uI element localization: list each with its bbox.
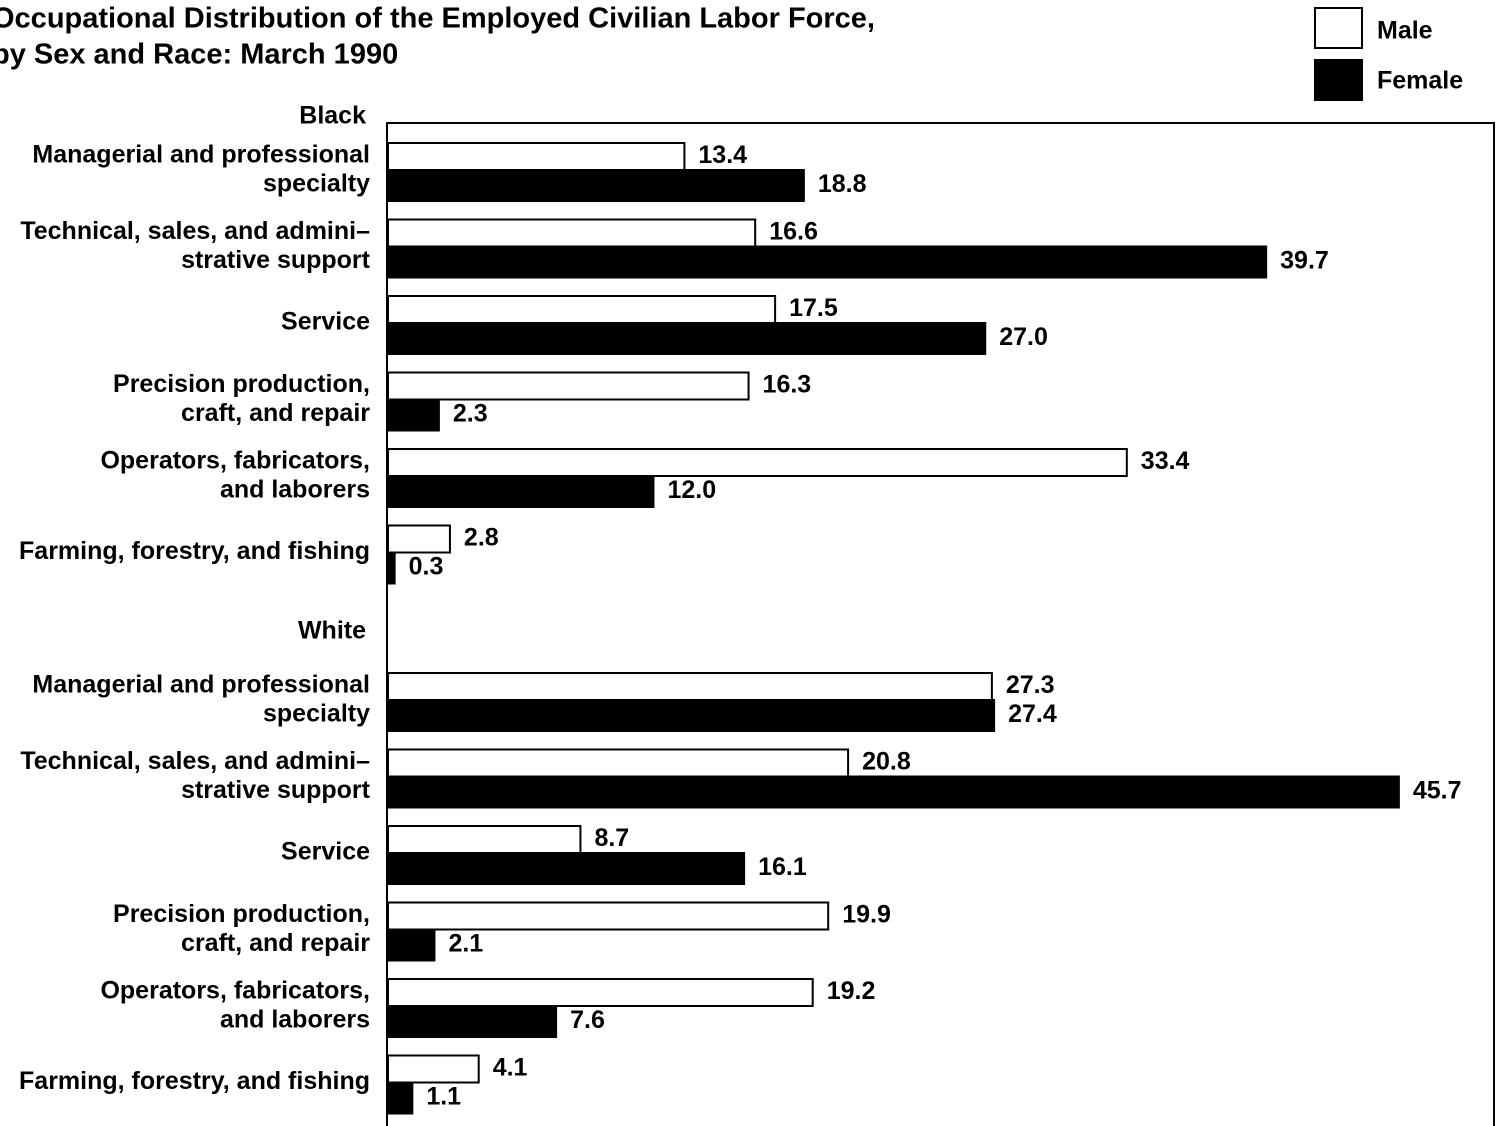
category-label: Service [281, 308, 370, 336]
bar [387, 1054, 480, 1084]
category-label: Precision production, [113, 900, 370, 928]
value-label: 13.4 [698, 141, 747, 169]
category-label: Farming, forestry, and fishing [19, 537, 370, 565]
bar [387, 475, 655, 508]
bar [387, 825, 582, 854]
bar [387, 169, 805, 202]
category-label: craft, and repair [181, 399, 370, 427]
value-label: 17.5 [789, 294, 838, 322]
value-label: 12.0 [667, 476, 716, 504]
category-label: Operators, fabricators, [100, 977, 370, 1005]
category-label: and laborers [220, 1006, 370, 1034]
bar [387, 672, 993, 701]
value-label: 4.1 [493, 1054, 528, 1082]
bar [387, 295, 777, 324]
category-label: Service [281, 838, 370, 866]
category-label: and laborers [220, 476, 370, 504]
category-label: specialty [263, 700, 370, 728]
bar [387, 448, 1128, 477]
category-label: Farming, forestry, and fishing [19, 1067, 370, 1095]
value-label: 27.0 [999, 323, 1048, 351]
value-label: 19.2 [827, 977, 876, 1005]
bar [387, 371, 750, 401]
category-label: strative support [181, 776, 371, 804]
legend-swatch [1314, 7, 1363, 49]
bar [387, 928, 436, 962]
bar [387, 978, 814, 1007]
bar [387, 1005, 558, 1038]
bar [387, 142, 686, 171]
bar [387, 775, 1400, 809]
category-label: craft, and repair [181, 929, 370, 957]
category-label: Technical, sales, and admini– [20, 217, 370, 245]
value-label: 2.1 [448, 930, 483, 958]
value-label: 7.6 [570, 1006, 605, 1034]
bar [387, 852, 746, 885]
bar [387, 218, 757, 248]
value-label: 27.4 [1008, 700, 1057, 728]
category-label: Operators, fabricators, [100, 447, 370, 475]
value-label: 39.7 [1280, 247, 1329, 275]
category-label: Managerial and professional [32, 141, 370, 169]
bar [387, 901, 830, 931]
category-label: specialty [263, 170, 370, 198]
bar [387, 699, 996, 732]
value-label: 16.6 [769, 218, 818, 246]
category-label: Managerial and professional [32, 671, 370, 699]
chart-subtitle: by Sex and Race: March 1990 [0, 39, 398, 71]
panel-title: White [298, 617, 366, 645]
value-label: 16.3 [763, 371, 812, 399]
category-label: Technical, sales, and admini– [20, 747, 370, 775]
value-label: 0.3 [409, 553, 444, 581]
category-label: strative support [181, 246, 371, 274]
value-label: 20.8 [862, 748, 911, 776]
category-label: Precision production, [113, 370, 370, 398]
bar [387, 551, 396, 585]
value-label: 18.8 [818, 170, 867, 198]
value-label: 33.4 [1141, 447, 1190, 475]
legend-label: Female [1377, 67, 1463, 95]
plot-frame [386, 122, 1495, 1126]
value-label: 45.7 [1413, 777, 1462, 805]
bar [387, 245, 1268, 279]
bar [387, 322, 987, 355]
value-label: 1.1 [426, 1083, 461, 1111]
value-label: 2.8 [464, 524, 499, 552]
bar [387, 1081, 414, 1115]
bar [387, 524, 451, 554]
value-label: 16.1 [758, 853, 807, 881]
bar [387, 748, 850, 778]
value-label: 19.9 [842, 901, 891, 929]
panel-title: Black [299, 102, 366, 130]
value-label: 27.3 [1006, 671, 1055, 699]
bar [387, 398, 440, 432]
value-label: 8.7 [594, 824, 629, 852]
value-label: 2.3 [453, 400, 488, 428]
legend-swatch [1314, 59, 1363, 101]
chart-title: Occupational Distribution of the Employe… [0, 3, 875, 35]
legend-label: Male [1377, 17, 1433, 45]
